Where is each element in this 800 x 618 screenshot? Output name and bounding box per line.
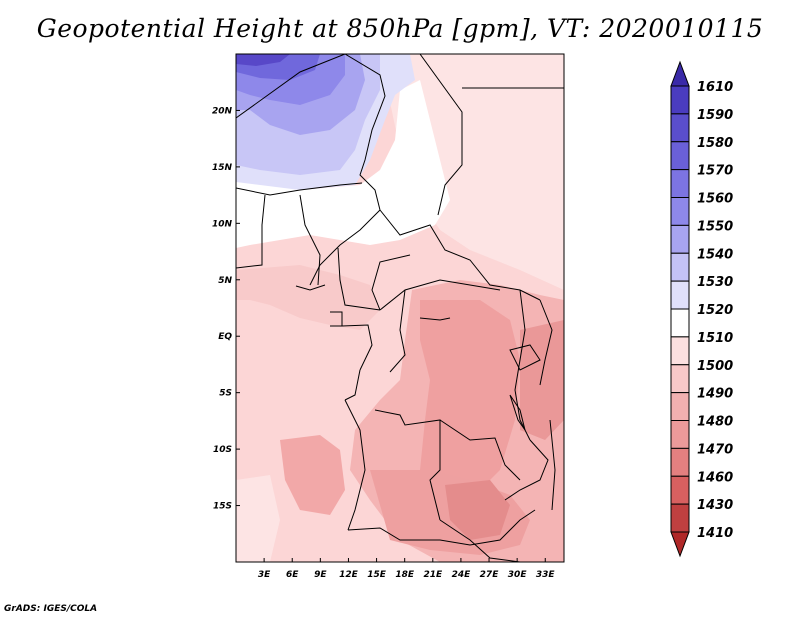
colorbar-label: 1570 — [697, 164, 733, 179]
colorbar-swatch — [670, 169, 690, 198]
colorbar-label: 1500 — [697, 359, 733, 374]
lon-tick-label: 18E — [395, 570, 415, 580]
colorbar-label: 1530 — [697, 275, 733, 290]
colorbar-label: 1460 — [697, 470, 733, 485]
footer-credit: GrADS: IGES/COLA — [4, 604, 98, 614]
colorbar-bottom-arrow — [670, 531, 690, 558]
colorbar-label: 1510 — [697, 331, 733, 346]
colorbar-swatch — [670, 447, 690, 477]
colorbar-swatch — [670, 197, 690, 226]
colorbar-swatch — [670, 280, 690, 310]
colorbar-swatch — [670, 475, 690, 505]
map-frame — [235, 53, 565, 563]
latitude-ticks: 20N 15N 10N 5N EQ 5S 10S 15S — [212, 106, 240, 512]
height-field-shading — [236, 54, 564, 562]
lat-tick-label: 20N — [212, 106, 233, 116]
colorbar-swatch — [670, 224, 690, 254]
colorbar-label: 1430 — [697, 498, 733, 513]
colorbar: 1610 1590 1580 1570 1560 1550 1540 1530 1520 1510… — [670, 60, 733, 558]
colorbar-swatch — [670, 364, 690, 394]
colorbar-label: 1580 — [697, 136, 733, 151]
colorbar-label: 1480 — [697, 415, 733, 430]
lon-tick-label: 3E — [258, 570, 271, 580]
map-title: Geopotential Height at 850hPa [gpm], VT:… — [36, 14, 764, 43]
lon-tick-label: 24E — [452, 570, 472, 580]
colorbar-swatch — [670, 503, 690, 533]
colorbar-swatch — [670, 113, 690, 143]
colorbar-label: 1560 — [697, 192, 733, 207]
colorbar-label: 1610 — [697, 80, 733, 95]
colorbar-label: 1520 — [697, 303, 733, 318]
lat-tick-label: 5N — [218, 276, 232, 286]
lon-tick-label: 15E — [367, 570, 387, 580]
lon-tick-label: 21E — [423, 570, 443, 580]
colorbar-swatch — [670, 336, 690, 366]
colorbar-swatch — [670, 420, 690, 449]
lon-tick-label: 12E — [339, 570, 359, 580]
colorbar-label: 1590 — [697, 108, 733, 123]
lat-tick-label: 10S — [213, 445, 232, 455]
lat-tick-label: 15N — [212, 163, 233, 173]
colorbar-swatch — [670, 252, 690, 282]
colorbar-label: 1540 — [697, 247, 733, 262]
lat-tick-label: 5S — [219, 389, 232, 399]
lon-tick-label: 27E — [480, 570, 500, 580]
colorbar-label: 1470 — [697, 442, 733, 457]
colorbar-swatch — [670, 392, 690, 421]
lon-tick-label: 30E — [508, 570, 528, 580]
colorbar-swatch — [670, 308, 690, 338]
colorbar-swatch — [670, 141, 690, 171]
lat-tick-label: EQ — [218, 332, 232, 342]
colorbar-label: 1410 — [697, 526, 733, 541]
lat-tick-label: 10N — [212, 219, 233, 229]
colorbar-swatch — [670, 85, 690, 115]
lat-tick-label: 15S — [213, 502, 232, 512]
colorbar-label: 1550 — [697, 219, 733, 234]
colorbar-top-arrow — [670, 60, 690, 87]
longitude-ticks: 3E 6E 9E 12E 15E 18E 21E 24E 27E 30E 33E — [258, 558, 556, 580]
colorbar-label: 1490 — [697, 387, 733, 402]
lon-tick-label: 33E — [536, 570, 556, 580]
country-borders — [236, 54, 564, 562]
lon-tick-label: 6E — [286, 570, 299, 580]
lon-tick-label: 9E — [314, 570, 327, 580]
